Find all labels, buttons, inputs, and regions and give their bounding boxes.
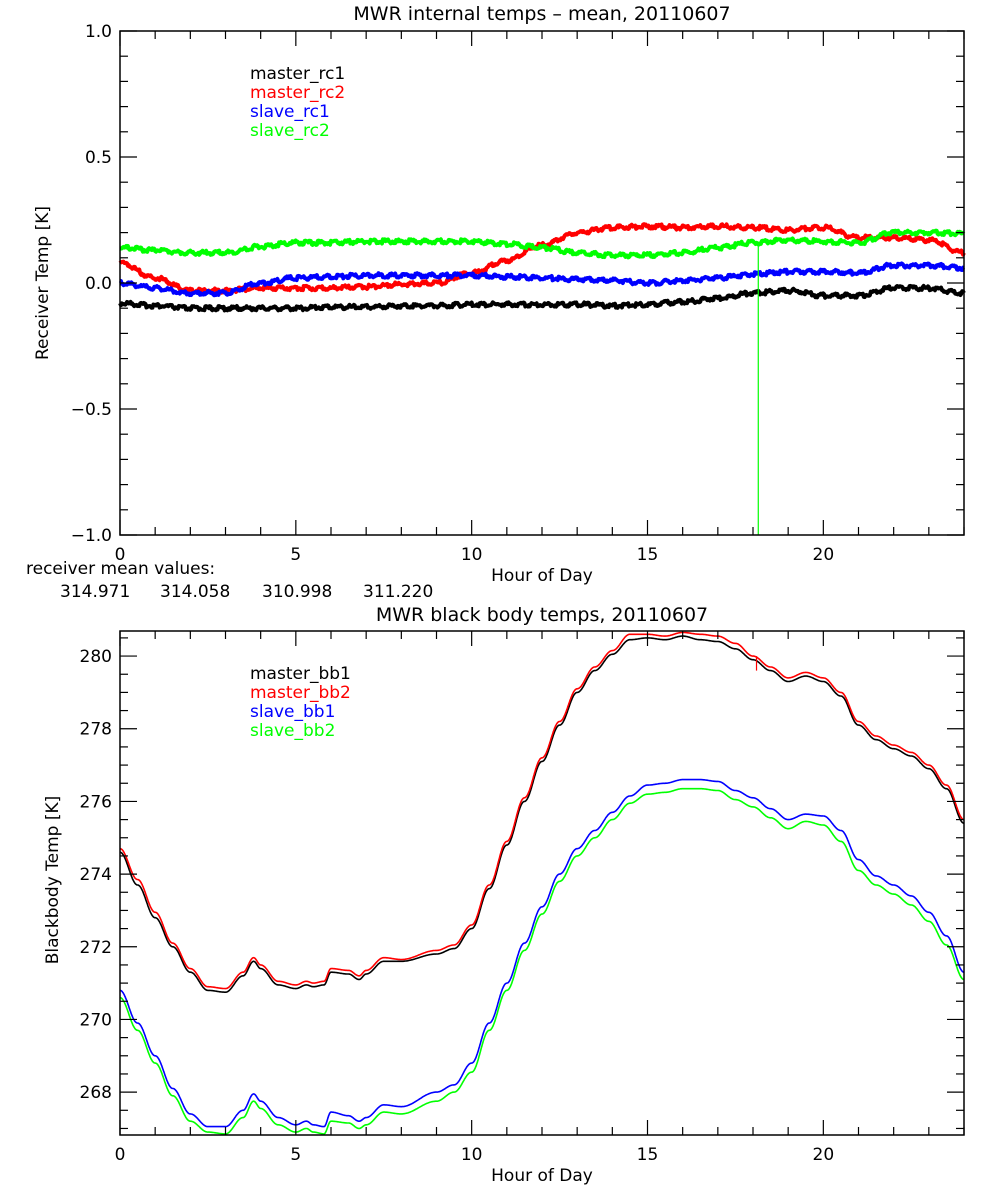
blackbody-y-axis-label: Blackbody Temp [K] (43, 796, 63, 965)
y-tick-label: 268 (80, 1083, 112, 1103)
series-line-slave-rc1 (118, 261, 966, 298)
receiver-temp-chart: MWR internal temps – mean, 20110607 0 5 10… (26, 3, 966, 602)
x-tick-label: 5 (290, 545, 301, 565)
legend-item-slave-rc2: slave_rc2 (250, 121, 330, 141)
receiver-chart-title: MWR internal temps – mean, 20110607 (353, 3, 730, 25)
x-tick-label: 15 (637, 1145, 659, 1165)
y-tick-label: 1.0 (85, 22, 112, 42)
series-line-slave-bb1 (119, 778, 965, 1128)
blackbody-temp-chart: MWR black body temps, 20110607 0 5 10 15 20 2… (43, 604, 965, 1186)
receiver-axes: 0 5 10 15 20 −1.0 −0.5 0.0 0.5 1.0 (71, 22, 965, 565)
y-tick-label: 276 (80, 792, 112, 812)
series-line-slave-bb2 (119, 787, 965, 1135)
y-tick-label: −0.5 (71, 400, 112, 420)
receiver-x-axis-label: Hour of Day (491, 566, 593, 586)
x-tick-label: 10 (461, 545, 483, 565)
receiver-mean-value: 311.220 (363, 582, 433, 602)
x-tick-label: 20 (813, 1145, 835, 1165)
x-tick-label: 15 (637, 545, 659, 565)
blackbody-chart-title: MWR black body temps, 20110607 (376, 604, 708, 626)
y-tick-label: 274 (80, 865, 112, 885)
legend-item-slave-bb2: slave_bb2 (250, 721, 335, 741)
y-tick-label: 0.0 (85, 274, 112, 294)
y-tick-label: 0.5 (85, 148, 112, 168)
x-tick-label: 10 (461, 1145, 483, 1165)
legend-item-master-bb2: master_bb2 (250, 683, 351, 703)
y-tick-label: 278 (80, 720, 112, 740)
receiver-series-group (118, 222, 966, 535)
series-line-master-rc1 (118, 283, 966, 313)
legend-item-master-rc2: master_rc2 (250, 83, 345, 103)
blackbody-x-axis-label: Hour of Day (491, 1166, 593, 1186)
blackbody-axes: 0 5 10 15 20 268 270 272 274 276 278 280 (80, 630, 965, 1165)
series-line-master-rc2 (118, 222, 966, 295)
series-line-slave-rc2 (118, 228, 966, 260)
receiver-mean-values: 314.971 314.058 310.998 311.220 (60, 582, 433, 602)
x-tick-label: 20 (813, 545, 835, 565)
series-line-master-bb1 (119, 635, 965, 994)
receiver-y-axis-label: Receiver Temp [K] (33, 206, 53, 360)
x-tick-label: 5 (290, 1145, 301, 1165)
x-tick-label: 0 (115, 1145, 126, 1165)
y-tick-label: 270 (80, 1010, 112, 1030)
legend-item-master-bb1: master_bb1 (250, 664, 351, 684)
receiver-mean-value: 314.058 (160, 582, 230, 602)
y-tick-label: 272 (80, 938, 112, 958)
receiver-mean-value: 314.971 (60, 582, 130, 602)
blackbody-series-group (119, 631, 965, 1135)
legend-item-slave-rc1: slave_rc1 (250, 102, 330, 122)
series-line-master-bb2 (119, 631, 965, 990)
y-tick-label: 280 (80, 647, 112, 667)
legend-item-slave-bb1: slave_bb1 (250, 702, 335, 722)
x-tick-label: 0 (115, 545, 126, 565)
receiver-mean-value: 310.998 (262, 582, 332, 602)
y-tick-label: −1.0 (71, 526, 112, 546)
legend-item-master-rc1: master_rc1 (250, 64, 345, 84)
receiver-mean-label: receiver mean values: (26, 559, 215, 579)
blackbody-plot-frame (119, 630, 965, 1136)
